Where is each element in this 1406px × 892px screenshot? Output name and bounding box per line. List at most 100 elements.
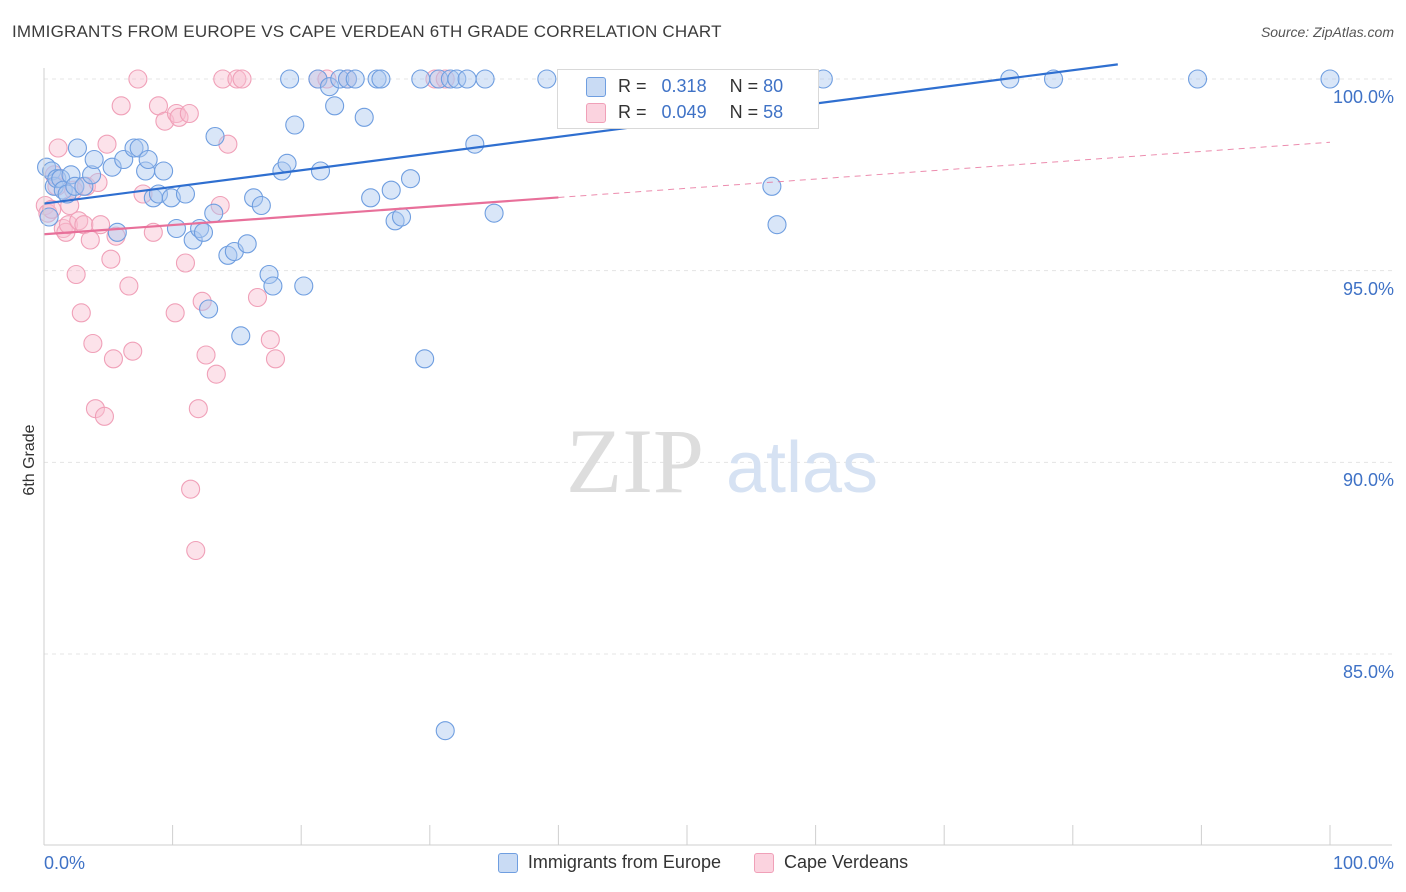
point-immigrants-from-europe (154, 161, 174, 181)
point-immigrants-from-europe (84, 149, 104, 170)
point-immigrants-from-europe (199, 299, 219, 319)
point-cape-verdeans (42, 199, 62, 219)
trend-lines (43, 63, 1331, 236)
trend-line-dashed (558, 141, 1331, 198)
point-cape-verdeans (155, 111, 175, 131)
legend-swatch-cape-verdean (753, 852, 774, 873)
point-cape-verdeans (123, 341, 143, 361)
stats-r-label: R = (618, 102, 647, 122)
point-immigrants-from-europe (537, 69, 557, 89)
point-cape-verdeans (206, 364, 226, 384)
point-immigrants-from-europe (435, 721, 455, 741)
point-immigrants-from-europe (1320, 69, 1340, 89)
point-immigrants-from-europe (294, 276, 314, 296)
point-cape-verdeans (232, 69, 252, 89)
point-immigrants-from-europe (205, 126, 225, 147)
point-cape-verdeans (58, 215, 78, 235)
legend-label-europe: Immigrants from Europe (527, 852, 721, 872)
point-cape-verdeans (69, 211, 89, 231)
stats-legend: R = 0.318 N = 80 R = 0.049 N = 58 (557, 69, 819, 129)
point-immigrants-from-europe (277, 153, 297, 173)
trend-line-solid (43, 196, 559, 236)
point-cape-verdeans (186, 540, 206, 561)
point-cape-verdeans (48, 138, 68, 158)
legend-swatch-europe (497, 852, 518, 873)
watermark: ZIP atlas (566, 410, 878, 512)
stats-r-value: 0.318 (661, 76, 707, 96)
trend-line-solid (43, 63, 1118, 205)
point-cape-verdeans (213, 69, 233, 89)
point-cape-verdeans (188, 399, 208, 419)
point-immigrants-from-europe (231, 326, 251, 346)
x-tick-label-min: 0.0% (44, 853, 86, 873)
point-immigrants-from-europe (285, 115, 305, 135)
point-immigrants-from-europe (354, 107, 374, 127)
point-cape-verdeans (179, 103, 199, 124)
point-immigrants-from-europe (345, 69, 365, 89)
point-cape-verdeans (103, 349, 123, 369)
point-cape-verdeans (260, 330, 280, 350)
point-immigrants-from-europe (107, 222, 127, 242)
legend-item-cape-verdean[interactable]: Cape Verdeans (753, 852, 908, 873)
source-credit[interactable]: Source: ZipAtlas.com (1260, 24, 1394, 40)
stats-swatch-cape-verdean (586, 103, 606, 123)
point-immigrants-from-europe (308, 69, 328, 89)
series-immigrants-from-europe (37, 69, 1340, 741)
point-cape-verdeans (128, 69, 148, 89)
stats-n-label: N = (729, 76, 759, 96)
point-immigrants-from-europe (124, 138, 144, 158)
point-immigrants-from-europe (82, 165, 102, 185)
point-immigrants-from-europe (310, 161, 331, 181)
point-immigrants-from-europe (166, 218, 187, 239)
point-immigrants-from-europe (67, 138, 87, 158)
point-immigrants-from-europe (484, 203, 504, 223)
point-immigrants-from-europe (371, 69, 391, 89)
point-immigrants-from-europe (61, 165, 81, 185)
series-cape-verdeans (35, 69, 455, 561)
point-immigrants-from-europe (161, 188, 181, 208)
watermark-atlas: atlas (726, 428, 878, 508)
point-immigrants-from-europe (440, 69, 460, 89)
point-immigrants-from-europe (475, 69, 495, 89)
point-immigrants-from-europe (193, 222, 214, 242)
point-cape-verdeans (80, 230, 100, 250)
point-immigrants-from-europe (251, 195, 271, 216)
point-cape-verdeans (265, 349, 286, 369)
stats-n-label: N = (729, 102, 759, 122)
point-immigrants-from-europe (767, 215, 787, 235)
point-immigrants-from-europe (39, 207, 59, 227)
point-cape-verdeans (119, 276, 139, 296)
point-immigrants-from-europe (57, 184, 77, 204)
y-tick-label: 90.0% (1342, 470, 1394, 491)
point-cape-verdeans (97, 134, 117, 154)
point-cape-verdeans (83, 333, 103, 354)
point-immigrants-from-europe (325, 96, 345, 116)
stats-row-cape-verdean: R = 0.049 N = 58 (618, 102, 783, 123)
point-cape-verdeans (111, 96, 131, 116)
point-immigrants-from-europe (465, 134, 485, 154)
axes (43, 68, 1392, 846)
point-cape-verdeans (227, 69, 247, 89)
point-immigrants-from-europe (175, 184, 196, 204)
point-immigrants-from-europe (74, 176, 94, 196)
grid-layer (44, 78, 1392, 655)
point-cape-verdeans (165, 303, 185, 323)
y-axis-label: 6th Grade (21, 424, 38, 496)
watermark-zip: ZIP (566, 410, 704, 512)
point-cape-verdeans (247, 287, 268, 308)
point-immigrants-from-europe (400, 169, 421, 189)
point-immigrants-from-europe (319, 77, 340, 97)
point-immigrants-from-europe (330, 69, 350, 89)
point-immigrants-from-europe (204, 203, 224, 223)
point-immigrants-from-europe (447, 69, 467, 89)
legend: Immigrants from Europe Cape Verdeans (0, 852, 1406, 878)
point-immigrants-from-europe (411, 69, 431, 89)
point-cape-verdeans (192, 291, 212, 311)
stats-r-label: R = (618, 76, 647, 96)
point-immigrants-from-europe (391, 207, 412, 227)
point-cape-verdeans (94, 406, 114, 426)
point-immigrants-from-europe (1043, 69, 1064, 89)
legend-item-europe[interactable]: Immigrants from Europe (497, 852, 721, 873)
stats-r-value: 0.049 (661, 102, 707, 122)
